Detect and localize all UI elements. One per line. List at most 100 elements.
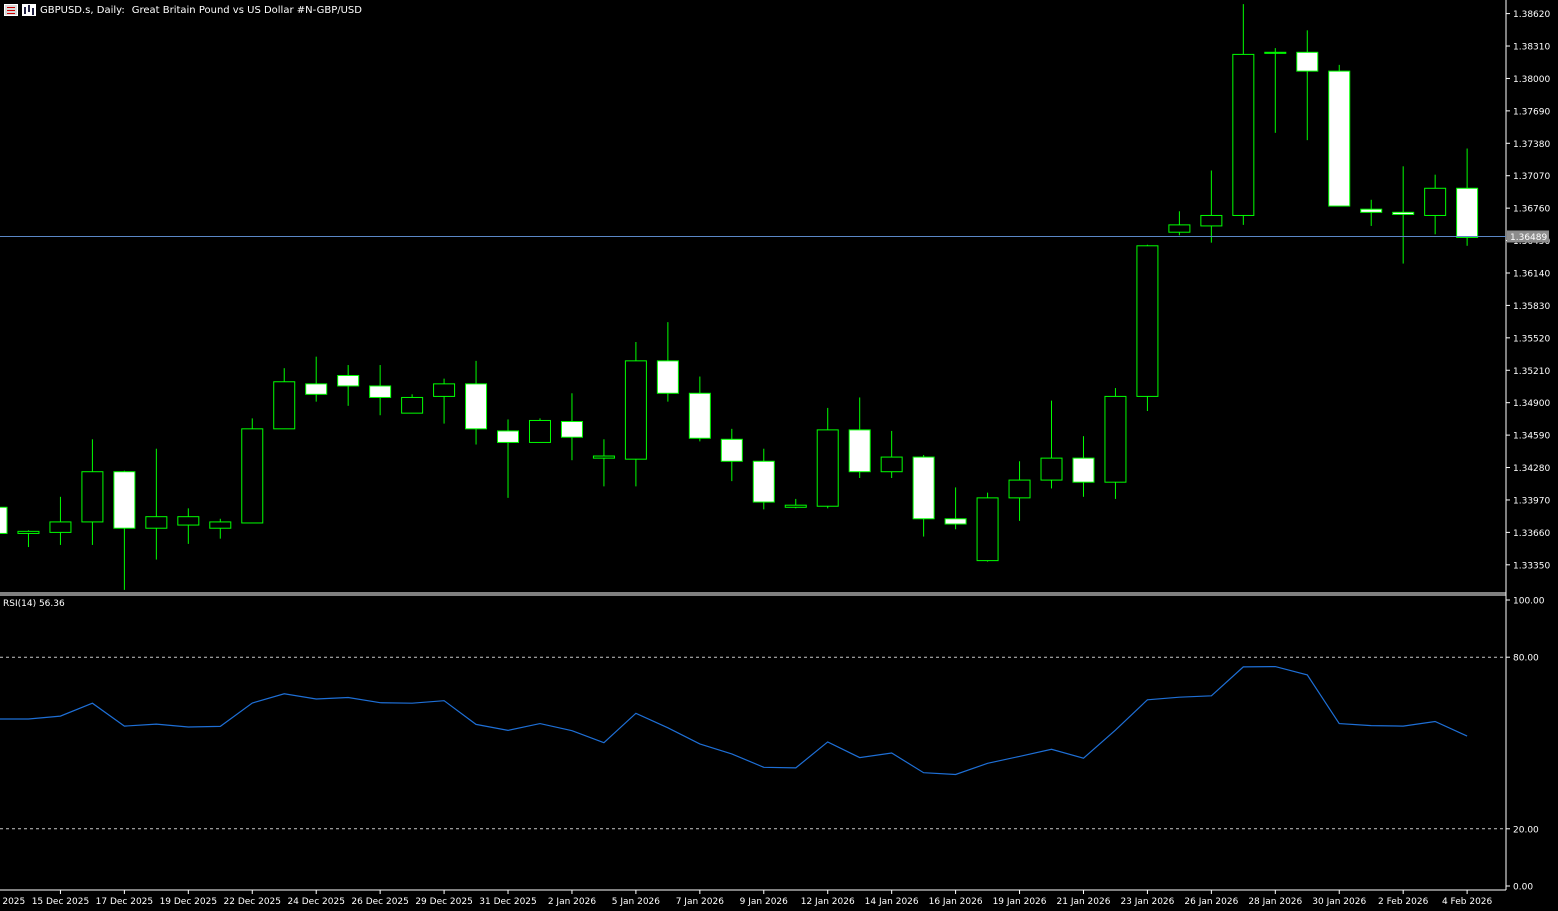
- candle: [1232, 4, 1255, 225]
- rsi-tick-label: 0.00: [1513, 883, 1533, 893]
- candle-body: [1008, 479, 1031, 499]
- candle: [273, 368, 296, 430]
- candle-body: [624, 360, 647, 460]
- candle: [209, 518, 232, 539]
- price-tick-label: 1.38310: [1513, 43, 1550, 53]
- time-tick-label: 2 Jan 2026: [548, 897, 596, 907]
- time-tick-label: 19 Dec 2025: [160, 897, 218, 907]
- time-tick-label: 29 Dec 2025: [415, 897, 473, 907]
- candle-body: [752, 460, 775, 503]
- candle: [1168, 211, 1191, 236]
- time-tick-label: 26 Jan 2026: [1184, 897, 1238, 907]
- candle: [848, 397, 871, 478]
- candle: [1360, 199, 1383, 226]
- candle: [880, 430, 903, 478]
- candle-body: [688, 392, 711, 439]
- time-tick-label: 24 Dec 2025: [287, 897, 345, 907]
- candle-body: [305, 383, 328, 395]
- chart-header: GBPUSD.s, Daily: Great Britain Pound vs …: [4, 3, 362, 17]
- candle: [177, 508, 200, 544]
- rsi-label: RSI(14) 56.36: [3, 599, 65, 609]
- rsi-tick-label: 80.00: [1513, 654, 1539, 664]
- candle: [81, 439, 104, 545]
- candle: [1424, 174, 1447, 235]
- candle: [528, 418, 551, 443]
- candle: [1136, 244, 1159, 412]
- price-tick-label: 1.34280: [1513, 464, 1550, 474]
- symbol-label: GBPUSD.s, Daily:: [40, 4, 125, 16]
- price-tick-label: 1.34900: [1513, 399, 1550, 409]
- candle: [17, 530, 40, 548]
- time-tick-label: 19 Jan 2026: [993, 897, 1047, 907]
- candle: [624, 342, 647, 487]
- candle-body: [976, 497, 999, 562]
- candle: [752, 448, 775, 510]
- current-price-label: 1.36489: [1510, 233, 1547, 243]
- candle: [560, 393, 583, 461]
- price-tick-label: 1.35520: [1513, 334, 1550, 344]
- candle-body: [1424, 187, 1447, 216]
- chart-type-icon[interactable]: [22, 4, 36, 16]
- rsi-panel: 100.00 80.00 20.00 0.00: [0, 597, 1545, 893]
- candle: [465, 360, 488, 445]
- time-tick-label: 22 Dec 2025: [224, 897, 282, 907]
- candle-body: [1360, 208, 1383, 213]
- candle: [369, 365, 392, 416]
- candle-body: [241, 428, 264, 524]
- candle: [592, 439, 615, 487]
- candle: [1456, 148, 1479, 246]
- candle-body: [1040, 457, 1063, 481]
- chart-list-icon[interactable]: [4, 4, 18, 16]
- time-tick-label: 12 Dec 2025: [0, 897, 25, 907]
- price-tick-label: 1.37690: [1513, 107, 1550, 117]
- candle-body: [433, 383, 456, 397]
- candle-body: [337, 374, 360, 387]
- candle: [497, 419, 520, 498]
- candle-body: [465, 383, 488, 430]
- candle-body: [912, 456, 935, 520]
- candle-body: [113, 471, 136, 529]
- candle-body: [0, 506, 8, 534]
- candle-body: [1104, 395, 1127, 483]
- price-tick-label: 1.38620: [1513, 10, 1550, 20]
- candle-body: [1136, 245, 1159, 397]
- time-tick-label: 17 Dec 2025: [96, 897, 154, 907]
- candle-body: [177, 516, 200, 526]
- candle-body: [656, 360, 679, 394]
- candle-body: [528, 419, 551, 443]
- candle: [0, 506, 8, 534]
- candle: [241, 418, 264, 524]
- rsi-tick-label: 100.00: [1513, 597, 1545, 607]
- current-price-box: [1507, 230, 1549, 243]
- time-tick-label: 28 Jan 2026: [1248, 897, 1302, 907]
- candle-body: [1392, 211, 1415, 215]
- candle: [1392, 166, 1415, 264]
- time-tick-label: 21 Jan 2026: [1057, 897, 1111, 907]
- candle-body: [145, 516, 168, 529]
- candle-body: [1232, 53, 1255, 216]
- time-tick-label: 7 Jan 2026: [676, 897, 724, 907]
- time-tick-label: 15 Dec 2025: [32, 897, 90, 907]
- candle: [912, 454, 935, 537]
- candle: [784, 498, 807, 509]
- candle: [1296, 30, 1319, 141]
- candle: [976, 492, 999, 562]
- candle-body: [1168, 224, 1191, 233]
- symbol-description: Great Britain Pound vs US Dollar #N-GBP/…: [131, 4, 362, 16]
- candle: [305, 356, 328, 402]
- time-tick-label: 31 Dec 2025: [479, 897, 537, 907]
- candle-body: [1328, 70, 1351, 207]
- candle-body: [273, 381, 296, 430]
- candle: [145, 448, 168, 560]
- candle-body: [81, 471, 104, 523]
- time-tick-label: 30 Jan 2026: [1312, 897, 1366, 907]
- candle-body: [49, 521, 72, 533]
- candle-body: [880, 456, 903, 473]
- candle-body: [1264, 51, 1287, 54]
- candle-body: [560, 421, 583, 438]
- candle: [688, 376, 711, 442]
- candle: [433, 378, 456, 424]
- time-tick-label: 23 Jan 2026: [1120, 897, 1174, 907]
- price-tick-label: 1.37070: [1513, 172, 1550, 182]
